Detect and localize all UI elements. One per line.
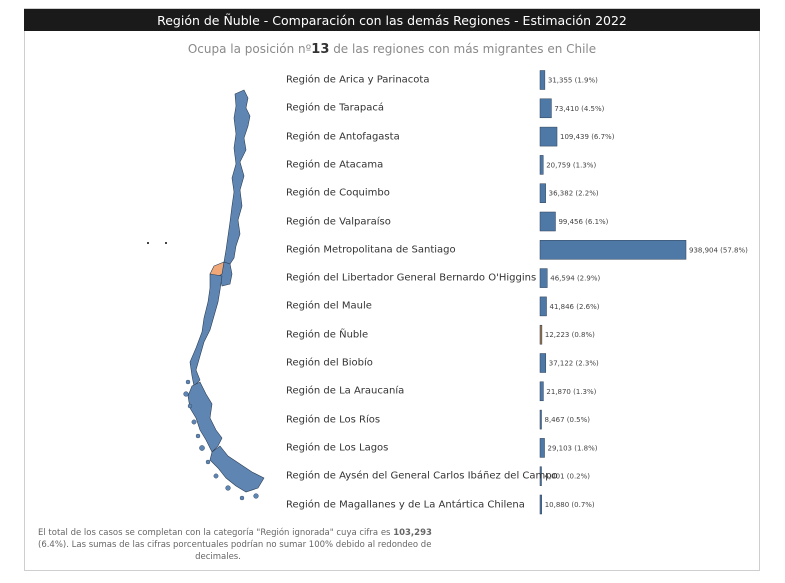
map-region-north — [223, 89, 251, 265]
category-label: Región de Aysén del General Carlos Ibáñe… — [286, 470, 558, 482]
data-label: 10,880 (0.7%) — [545, 501, 595, 509]
data-label: 20,759 (1.3%) — [546, 161, 596, 169]
category-label: Región de Tarapacá — [286, 102, 385, 114]
category-label: Región de La Araucanía — [286, 385, 405, 397]
category-label: Región de Valparaíso — [286, 216, 391, 227]
data-label: 99,456 (6.1%) — [558, 218, 608, 226]
category-label: Región Metropolitana de Santiago — [286, 244, 456, 256]
category-label: Región de Ñuble — [286, 329, 369, 341]
data-label: 21,870 (1.3%) — [546, 388, 596, 396]
bar — [539, 240, 687, 260]
bar — [539, 438, 545, 458]
bar — [539, 211, 556, 232]
category-label: Región de Coquimbo — [286, 187, 390, 199]
footnote: El total de los casos se completan con l… — [38, 528, 432, 562]
category-label: Región del Biobío — [286, 357, 373, 369]
map-island-dot — [165, 242, 167, 244]
map-island-dot — [147, 242, 149, 244]
category-label: Región de Arica y Parinacota — [286, 74, 430, 86]
dashboard-frame — [24, 8, 760, 571]
map-region-south-central — [189, 273, 223, 387]
bar — [539, 353, 547, 373]
bar — [539, 494, 542, 515]
bar — [539, 98, 552, 119]
bar — [539, 126, 558, 147]
bar — [539, 324, 543, 345]
map-region-aysen — [187, 381, 223, 453]
dashboard-title: Región de Ñuble - Comparación con las de… — [157, 12, 627, 28]
ranking-subtitle: Ocupa la posición nº13 de las regiones c… — [187, 42, 597, 57]
bar — [539, 70, 546, 90]
data-label: 4,001 (0.2%) — [545, 473, 591, 481]
data-label: 31,355 (1.9%) — [548, 77, 598, 85]
category-label: Región de Atacama — [286, 159, 384, 171]
category-label: Región del Libertador General Bernardo O… — [286, 272, 537, 284]
bar — [539, 155, 544, 175]
ranking-position: 13 — [311, 42, 330, 57]
data-label: 37,122 (2.3%) — [549, 360, 599, 368]
bar — [539, 381, 544, 402]
data-label: 8,467 (0.5%) — [545, 416, 591, 424]
bar — [539, 183, 546, 203]
bar — [539, 296, 547, 317]
bar — [539, 409, 542, 430]
data-label: 938,904 (57.8%) — [689, 246, 748, 254]
chile-regions-map — [183, 89, 265, 501]
data-label: 29,103 (1.8%) — [548, 444, 598, 452]
category-label: Región de Magallanes y de La Antártica C… — [286, 499, 525, 510]
data-label: 12,223 (0.8%) — [545, 331, 595, 339]
category-label: Región de Los Lagos — [286, 442, 389, 454]
category-label: Región del Maule — [286, 300, 372, 312]
bar — [539, 268, 548, 288]
data-label: 109,439 (6.7%) — [560, 133, 615, 141]
data-label: 41,846 (2.6%) — [550, 303, 600, 311]
data-label: 36,382 (2.2%) — [549, 190, 599, 198]
category-label: Región de Antofagasta — [286, 131, 400, 143]
dashboard-title-bar: Región de Ñuble - Comparación con las de… — [24, 9, 760, 31]
ignorada-value: 103,293 — [393, 528, 432, 538]
bar — [539, 466, 542, 486]
category-label: Región de Los Ríos — [286, 414, 381, 426]
data-label: 46,594 (2.9%) — [550, 275, 600, 283]
data-label: 73,410 (4.5%) — [554, 105, 604, 113]
map-region-magallanes — [209, 445, 265, 493]
